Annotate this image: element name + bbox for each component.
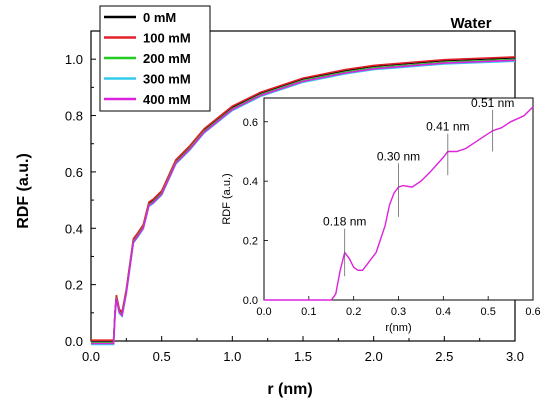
y-tick-label: 0.4 [65,221,83,236]
legend-label: 400 mM [143,92,191,107]
inset-y-tick-label: 0.2 [243,236,258,248]
inset-x-tick-label: 0.3 [391,306,406,318]
inset-plot-area: 0.0 0.1 0.2 0.3 0.4 0.5 0.6 0.0 0.2 0.4 0.6 0.18 nm… [221,96,541,334]
inset-x-tick-label: 0.0 [256,306,271,318]
inset-y-tick-label: 0.4 [243,176,258,188]
peak-label: 0.18 nm [323,215,366,229]
x-axis-title: r (nm) [267,381,312,398]
y-tick-label: 0.8 [65,109,83,124]
inset-x-tick-label: 0.6 [525,306,540,318]
legend-label: 0 mM [143,10,176,25]
inset-x-tick-label: 0.5 [481,306,496,318]
inset-x-tick-label: 0.4 [436,306,451,318]
legend-label: 100 mM [143,31,191,46]
inset-x-tick-label: 0.2 [346,306,361,318]
x-tick-label: 0.5 [153,349,171,364]
peak-label: 0.51 nm [471,96,514,110]
legend-label: 200 mM [143,51,191,66]
x-tick-label: 0.0 [82,349,100,364]
y-tick-label: 0.2 [65,278,83,293]
inset-y-tick-label: 0.6 [243,117,258,129]
series-line [91,59,516,345]
chart-title: Water [450,15,491,32]
y-axis-title: RDF (a.u.) [15,153,32,229]
inset-x-tick-label: 0.1 [301,306,316,318]
y-tick-label: 1.0 [65,52,83,67]
x-tick-label: 1.5 [294,349,312,364]
y-tick-label: 0.0 [65,334,83,349]
legend-label: 300 mM [143,72,191,87]
x-tick-label: 1.0 [223,349,241,364]
x-tick-label: 2.5 [435,349,453,364]
inset-y-tick-label: 0.0 [243,295,258,307]
legend: 0 mM 100 mM 200 mM 300 mM 400 mM [99,5,211,112]
peak-label: 0.41 nm [426,120,469,134]
inset-x-axis-title: r(nm) [385,322,411,334]
main-plot-area: 0.0 0.5 1.0 1.5 2.0 2.5 3.0 0.0 0.2 0.4 0.6 0.8 1.0 [65,30,524,364]
peak-label: 0.30 nm [377,149,420,163]
inset-series-line [264,106,534,301]
y-tick-label: 0.6 [65,165,83,180]
x-tick-label: 3.0 [506,349,524,364]
x-tick-label: 2.0 [365,349,383,364]
inset-y-axis-title: RDF (a.u.) [221,173,233,224]
